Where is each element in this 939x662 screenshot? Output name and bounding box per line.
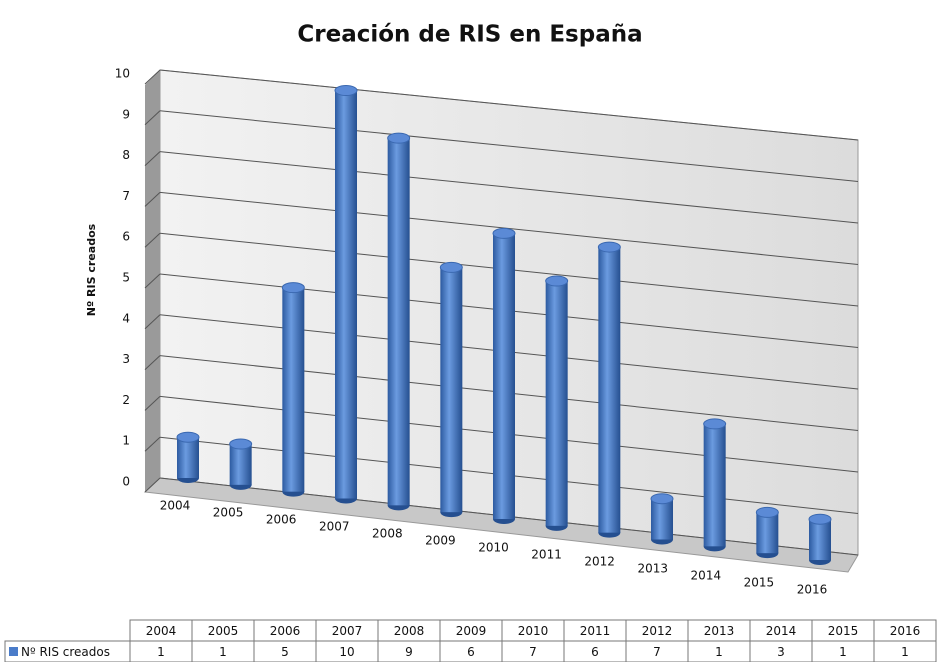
- chart-title: Creación de RIS en España: [297, 22, 642, 48]
- bar: [598, 247, 621, 533]
- cylinder-top: [703, 418, 727, 430]
- bar: [756, 512, 779, 554]
- table-value: 1: [219, 645, 227, 659]
- x-tick-label: 2014: [691, 569, 722, 583]
- y-tick-label: 3: [122, 352, 130, 366]
- grid-side: [144, 396, 161, 411]
- table-header: 2015: [828, 624, 859, 638]
- x-tick-label: 2009: [425, 534, 456, 548]
- y-axis-label: Nº RIS creados: [85, 223, 98, 316]
- table-value: 1: [715, 645, 723, 659]
- bar: [809, 519, 831, 560]
- cylinder-top: [597, 241, 621, 253]
- y-tick-label: 8: [122, 148, 130, 162]
- y-tick-label: 9: [122, 107, 130, 121]
- table-data-row: [4, 640, 937, 662]
- grid-side: [144, 477, 161, 493]
- cylinder-top: [808, 513, 832, 525]
- table-header: 2011: [580, 624, 611, 638]
- cylinder-top: [492, 227, 516, 239]
- x-tick-label: 2016: [797, 583, 828, 597]
- table-value: 1: [839, 645, 847, 659]
- cylinder-top: [755, 506, 779, 518]
- bar: [229, 444, 252, 485]
- y-tick-label: 10: [115, 67, 130, 81]
- bar: [282, 287, 305, 492]
- grid-side: [144, 314, 161, 330]
- y-tick-label: 4: [122, 311, 130, 325]
- table-header: 2007: [332, 624, 363, 638]
- x-tick-label: 2013: [637, 562, 668, 576]
- table-header: 2016: [890, 624, 921, 638]
- grid-side: [144, 273, 161, 289]
- y-tick-label: 1: [122, 434, 130, 448]
- x-tick-label: 2006: [266, 513, 297, 527]
- bar: [545, 281, 568, 526]
- grid-side: [144, 436, 161, 452]
- cylinder-top: [281, 282, 305, 294]
- table-value: 7: [529, 645, 537, 659]
- table-header: 2006: [270, 624, 301, 638]
- cylinder-top: [334, 85, 358, 96]
- table-header: 2008: [394, 624, 425, 638]
- y-tick-label: 0: [122, 475, 130, 489]
- bar: [387, 138, 410, 506]
- y-tick-label: 2: [122, 393, 130, 407]
- cylinder-top: [650, 493, 674, 505]
- table-value: 1: [901, 645, 909, 659]
- legend-swatch: [9, 647, 18, 656]
- table-header: 2009: [456, 624, 487, 638]
- y-tick-label: 5: [122, 271, 130, 285]
- grid-side: [144, 232, 161, 248]
- table-header: 2010: [518, 624, 549, 638]
- bar: [440, 267, 463, 513]
- x-tick-label: 2015: [744, 576, 775, 590]
- table-header: 2013: [704, 624, 735, 638]
- y-tick-label: 7: [122, 189, 130, 203]
- cylinder-top: [387, 132, 411, 144]
- bar: [651, 498, 673, 540]
- table-value: 5: [281, 645, 289, 659]
- cylinder-top: [439, 261, 463, 273]
- grid-line: [159, 110, 859, 182]
- table-header: 2014: [766, 624, 797, 638]
- table-value: 3: [777, 645, 785, 659]
- bar: [703, 423, 726, 547]
- x-tick-label: 2005: [213, 506, 244, 520]
- bar: [177, 437, 199, 478]
- table-value: 6: [591, 645, 599, 659]
- x-tick-label: 2012: [584, 555, 615, 569]
- x-tick-label: 2007: [319, 520, 350, 534]
- table-header: 2012: [642, 624, 673, 638]
- grid-side: [144, 110, 161, 126]
- grid-side: [144, 151, 161, 166]
- bar: [335, 90, 357, 499]
- table-header: 2005: [208, 624, 239, 638]
- table-value: 10: [339, 645, 354, 659]
- grid-line: [159, 69, 859, 141]
- grid-side: [144, 355, 161, 370]
- cylinder-top: [229, 438, 253, 450]
- x-tick-label: 2008: [372, 527, 403, 541]
- grid-side: [144, 69, 161, 85]
- table-value: 1: [157, 645, 165, 659]
- table-value: 6: [467, 645, 475, 659]
- x-tick-label: 2010: [478, 541, 509, 555]
- x-tick-label: 2011: [531, 548, 562, 562]
- grid-side: [144, 192, 161, 207]
- x-tick-label: 2004: [160, 499, 191, 513]
- grid-line: [159, 151, 859, 224]
- table-value: 9: [405, 645, 413, 659]
- cylinder-top: [545, 275, 569, 287]
- legend-label: Nº RIS creados: [21, 645, 110, 659]
- y-tick-label: 6: [122, 230, 130, 244]
- table-header: 2004: [146, 624, 177, 638]
- bar: [493, 233, 515, 519]
- table-value: 7: [653, 645, 661, 659]
- cylinder-top: [176, 431, 200, 443]
